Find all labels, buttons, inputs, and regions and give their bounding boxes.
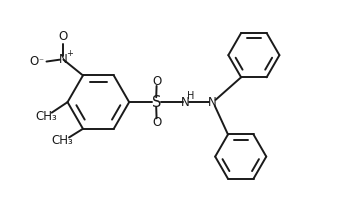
- Text: N: N: [208, 96, 217, 109]
- Text: O: O: [152, 116, 161, 129]
- Text: O: O: [30, 55, 39, 68]
- Text: N: N: [181, 96, 190, 109]
- Text: O: O: [59, 30, 68, 43]
- Text: +: +: [66, 49, 73, 58]
- Text: H: H: [187, 92, 194, 102]
- Text: S: S: [152, 95, 161, 110]
- Text: N: N: [59, 53, 68, 66]
- Text: CH₃: CH₃: [35, 110, 56, 123]
- Text: ⁻: ⁻: [38, 57, 43, 66]
- Text: O: O: [152, 75, 161, 88]
- Text: CH₃: CH₃: [52, 134, 73, 147]
